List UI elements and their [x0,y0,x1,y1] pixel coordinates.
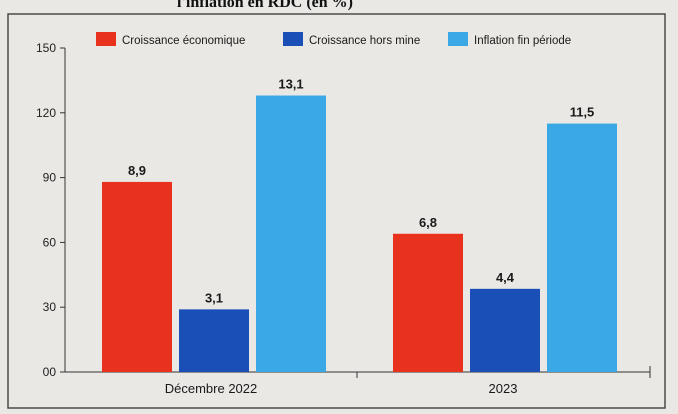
legend-label: Croissance hors mine [309,35,420,47]
legend-label: Croissance économique [122,35,245,47]
legend-swatch [283,32,303,46]
bar [470,288,540,372]
bar-data-label: 8,9 [128,163,146,178]
legend-swatch [448,32,468,46]
y-axis-ticks: 00 30 60 90 120 150 [36,41,65,379]
legend-label: Inflation fin période [474,35,571,47]
category-labels: Décembre 2022 2023 [165,381,518,396]
y-tick-label: 00 [43,365,57,379]
bar [179,309,249,372]
bar [547,123,617,372]
y-tick-label: 120 [36,106,56,120]
bar [102,181,172,372]
y-tick-label: 150 [36,41,56,55]
chart-title: l'inflation en RDC (en %) [177,0,353,11]
legend-swatch [96,32,116,46]
chart-border [7,13,666,409]
bar-data-label: 11,5 [570,105,595,120]
y-tick-label: 90 [43,171,57,185]
bar-data-label: 6,8 [419,215,437,230]
bar [256,95,326,373]
y-tick-label: 30 [43,300,57,314]
bar-data-label: 13,1 [278,77,303,92]
category-label: Décembre 2022 [165,381,258,396]
y-tick-label: 60 [43,235,57,249]
bars-group: 8,9 3,1 13,1 6,8 4,4 11,5 [102,77,617,373]
category-label: 2023 [489,381,518,396]
bar-data-label: 3,1 [205,290,223,305]
bar [393,233,463,372]
legend: Croissance économique Croissance hors min… [96,32,571,47]
bar-data-label: 4,4 [496,270,515,285]
